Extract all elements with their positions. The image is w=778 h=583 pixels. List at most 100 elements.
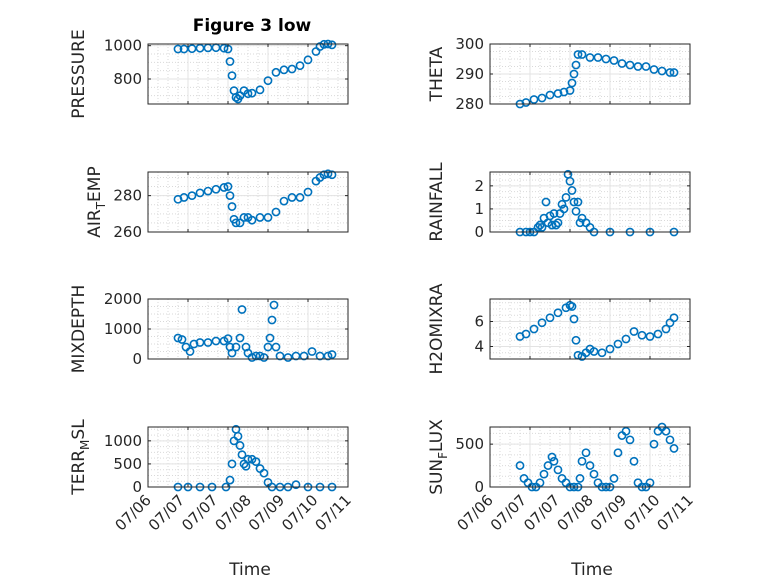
data-point — [179, 193, 189, 202]
data-point — [283, 353, 293, 362]
data-point — [235, 441, 245, 450]
data-point — [571, 206, 581, 216]
y-axis-label: MIXDEPTH — [69, 285, 89, 374]
data-point — [265, 333, 275, 343]
data-point — [223, 334, 233, 343]
data-point — [625, 60, 635, 70]
data-point — [195, 188, 205, 198]
data-point — [637, 330, 647, 340]
data-point — [613, 448, 623, 458]
x-tick-label: 07/08 — [212, 491, 255, 534]
data-point — [553, 308, 563, 318]
data-point — [227, 348, 237, 358]
y-tick-label: 800 — [113, 70, 142, 88]
y-tick-label: 280 — [113, 187, 142, 205]
data-point — [279, 196, 289, 206]
data-point — [269, 300, 279, 310]
data-point — [549, 456, 559, 466]
data-point — [227, 459, 237, 469]
data-point — [557, 199, 567, 209]
y-tick-label: 280 — [455, 95, 484, 113]
data-point — [537, 222, 547, 232]
x-tick-label: 07/07 — [487, 491, 530, 534]
y-axis-label: THETA — [427, 46, 447, 102]
panel-mixdepth: 0 1000 2000 MIXDEPTH — [69, 285, 349, 374]
data-point — [567, 186, 577, 195]
x-tick-label: 07/07 — [145, 491, 188, 534]
data-point — [577, 50, 587, 59]
data-point — [597, 348, 607, 358]
data-point — [295, 193, 305, 202]
y-tick-label: 0 — [132, 350, 142, 368]
data-point — [669, 68, 679, 77]
data-point — [541, 197, 551, 207]
y-tick-label: 6 — [474, 313, 484, 331]
y-axis-label: PRESSURE — [69, 29, 89, 118]
data-point — [661, 426, 671, 436]
y-tick-label: 1000 — [104, 37, 142, 55]
data-point — [573, 50, 583, 59]
data-point — [233, 431, 243, 441]
data-point — [669, 444, 679, 453]
panel-rainfall: 0 1 2 RAINFALL — [427, 162, 691, 242]
data-point — [247, 353, 257, 362]
data-point — [569, 197, 579, 207]
data-point — [291, 480, 301, 490]
axes-box — [147, 43, 349, 105]
data-point — [529, 95, 539, 104]
data-point — [549, 209, 559, 218]
data-point — [219, 43, 229, 53]
data-point — [573, 197, 583, 207]
y-tick-label: 290 — [455, 65, 484, 83]
data-point — [545, 90, 555, 100]
axes-box — [489, 298, 691, 360]
data-point — [251, 457, 261, 467]
data-point — [307, 347, 317, 356]
x-tick-label: 07/09 — [587, 491, 630, 534]
data-point — [539, 469, 549, 479]
data-point — [649, 439, 659, 449]
y-tick-label: 0 — [474, 478, 484, 496]
data-point — [581, 448, 591, 458]
data-point — [551, 220, 561, 230]
x-tick-label: 07/06 — [454, 491, 497, 534]
data-point — [605, 344, 615, 354]
y-tick-label: 4 — [474, 338, 484, 356]
data-point — [303, 187, 313, 197]
data-point — [227, 71, 237, 81]
data-point — [177, 335, 187, 344]
data-point — [243, 454, 253, 464]
data-point — [303, 55, 313, 65]
data-point — [629, 456, 639, 466]
data-point — [669, 313, 679, 323]
y-axis-label: RAINFALL — [427, 162, 447, 242]
data-point — [543, 461, 553, 470]
y-axis-label: H2OMIXRA — [427, 283, 447, 374]
data-point — [263, 213, 273, 222]
y-axis-label: SUNFLUX — [427, 419, 450, 495]
data-point — [211, 336, 221, 346]
data-point — [535, 220, 545, 230]
data-point — [533, 222, 543, 232]
data-point — [179, 44, 189, 54]
data-point — [553, 89, 563, 98]
data-point — [235, 333, 245, 343]
data-point — [569, 69, 579, 79]
data-point — [665, 435, 675, 445]
data-point — [203, 186, 213, 196]
x-tick-label: 07/11 — [312, 491, 355, 534]
y-tick-label: 1000 — [104, 432, 142, 450]
data-point — [657, 66, 667, 76]
y-axis-label: TERRMSL — [69, 419, 92, 496]
data-point — [327, 40, 337, 50]
data-point — [235, 218, 245, 228]
data-point — [243, 89, 253, 99]
data-point — [559, 204, 569, 214]
data-point — [279, 65, 289, 75]
data-point — [665, 68, 675, 77]
data-point — [653, 329, 663, 339]
data-point — [267, 315, 277, 325]
data-point — [613, 339, 623, 349]
data-point — [187, 44, 197, 54]
x-axis-label: Time — [570, 560, 613, 580]
